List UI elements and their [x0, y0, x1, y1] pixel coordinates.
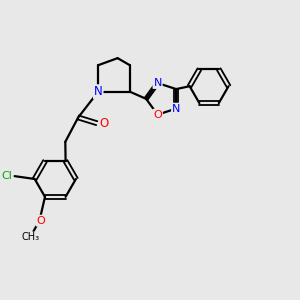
Text: Cl: Cl [1, 171, 12, 181]
Text: N: N [94, 85, 103, 98]
Text: O: O [153, 110, 162, 120]
Text: N: N [153, 78, 162, 88]
Text: O: O [99, 117, 109, 130]
Text: CH₃: CH₃ [22, 232, 40, 242]
Text: O: O [36, 216, 45, 226]
Text: N: N [172, 103, 180, 114]
